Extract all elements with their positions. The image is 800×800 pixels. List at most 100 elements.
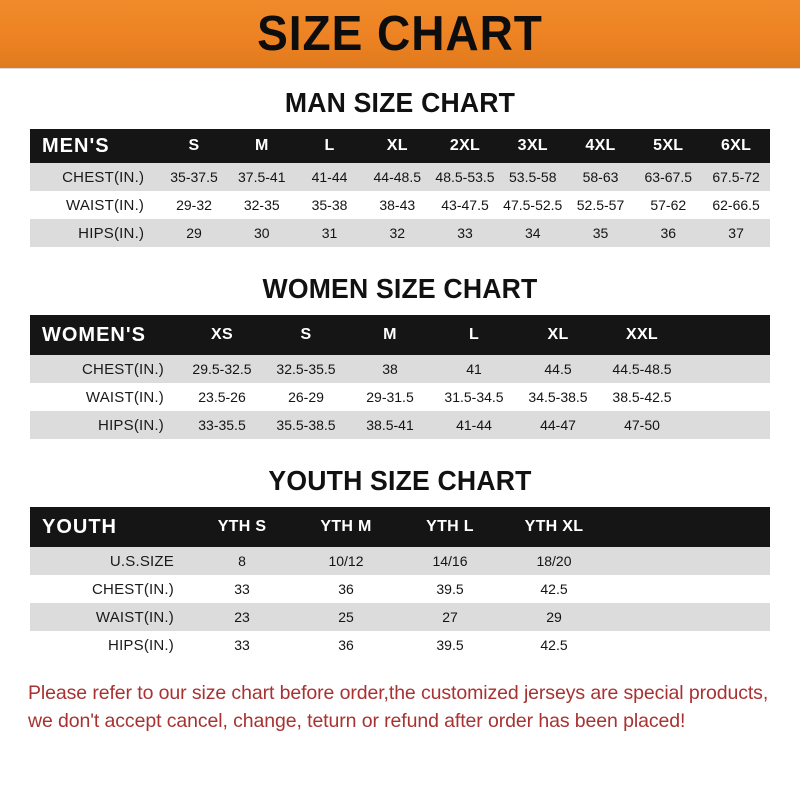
cell-value: 32-35 <box>243 197 280 213</box>
cell-value: 44.5 <box>544 361 572 377</box>
cell-value: 27 <box>442 609 458 625</box>
youth-section-title: YOUTH SIZE CHART <box>268 465 532 496</box>
cell-value: 35-37.5 <box>170 169 218 185</box>
cell-value: 41-44 <box>311 169 348 185</box>
cell-spacer <box>606 603 770 631</box>
youth-header-size: YTH S <box>217 518 267 535</box>
man-size-table-wrapper: MEN'S S M L XL 2XL 3XL 4XL 5XL 6XL CHEST… <box>30 129 770 247</box>
cell-value: 38 <box>382 361 398 377</box>
women-header-size: M <box>383 326 397 343</box>
cell-value: 33 <box>457 225 473 241</box>
table-row: WAIST(IN.) 29-32 32-35 35-38 38-43 43-47… <box>30 191 770 219</box>
cell-value: 32 <box>389 225 406 241</box>
cell-spacer <box>606 575 770 603</box>
women-section-title: WOMEN SIZE CHART <box>262 273 538 304</box>
women-size-table: WOMEN'S XS S M L XL XXL CHEST(IN.) 29.5-… <box>30 315 770 439</box>
row-label: WAIST(IN.) <box>66 196 145 214</box>
table-row: CHEST(IN.) 33 36 39.5 42.5 <box>30 575 770 603</box>
cell-value: 31.5-34.5 <box>444 389 504 405</box>
cell-value: 18/20 <box>536 553 572 569</box>
cell-spacer <box>684 411 770 439</box>
cell-value: 37 <box>728 225 744 241</box>
cell-spacer <box>684 355 770 383</box>
page-banner: SIZE CHART <box>0 0 800 69</box>
cell-value: 34 <box>524 225 541 241</box>
cell-value: 48.5-53.5 <box>435 169 495 185</box>
cell-value: 39.5 <box>436 581 464 597</box>
cell-value: 47.5-52.5 <box>503 197 563 213</box>
cell-value: 63-67.5 <box>644 169 692 185</box>
table-header-row: YOUTH YTH S YTH M YTH L YTH XL <box>30 507 770 547</box>
cell-value: 36 <box>660 225 677 241</box>
cell-value: 29-32 <box>176 197 212 213</box>
women-header-size: XL <box>547 326 569 343</box>
man-header-label: MEN'S <box>42 134 110 157</box>
table-header-row: MEN'S S M L XL 2XL 3XL 4XL 5XL 6XL <box>30 129 770 163</box>
cell-value: 23 <box>234 609 250 625</box>
youth-header-size: YTH M <box>320 518 372 535</box>
cell-value: 53.5-58 <box>509 169 557 185</box>
footer-line-2: we don't accept cancel, change, teturn o… <box>28 710 686 733</box>
row-label: HIPS(IN.) <box>108 636 174 654</box>
table-row: CHEST(IN.) 35-37.5 37.5-41 41-44 44-48.5… <box>30 163 770 191</box>
row-label: WAIST(IN.) <box>85 388 164 406</box>
cell-value: 33-35.5 <box>198 417 246 433</box>
row-label: CHEST(IN.) <box>82 360 164 378</box>
page-title: SIZE CHART <box>257 7 543 61</box>
man-header-size: 3XL <box>517 137 548 154</box>
row-label: HIPS(IN.) <box>98 416 164 434</box>
cell-value: 10/12 <box>328 553 364 569</box>
cell-value: 67.5-72 <box>712 169 760 185</box>
cell-value: 44-47 <box>540 417 576 433</box>
table-row: WAIST(IN.) 23 25 27 29 <box>30 603 770 631</box>
cell-value: 35.5-38.5 <box>276 417 336 433</box>
cell-value: 37.5-41 <box>238 169 286 185</box>
footer-line-1: Please refer to our size chart before or… <box>28 682 769 704</box>
table-row: WAIST(IN.) 23.5-26 26-29 29-31.5 31.5-34… <box>30 383 770 411</box>
man-header-size: 6XL <box>720 137 752 154</box>
youth-size-table: YOUTH YTH S YTH M YTH L YTH XL U.S.SIZE … <box>30 507 770 659</box>
women-header-size: S <box>300 326 312 343</box>
row-label: U.S.SIZE <box>109 552 174 570</box>
table-row: HIPS(IN.) 33-35.5 35.5-38.5 38.5-41 41-4… <box>30 411 770 439</box>
cell-value: 29.5-32.5 <box>192 361 252 377</box>
cell-value: 23.5-26 <box>198 389 246 405</box>
women-header-size: XXL <box>625 326 659 343</box>
table-header-row: WOMEN'S XS S M L XL XXL <box>30 315 770 355</box>
cell-value: 38.5-42.5 <box>612 389 672 405</box>
row-label: HIPS(IN.) <box>78 224 145 242</box>
man-header-size: 2XL <box>449 137 481 154</box>
cell-value: 35-38 <box>311 197 348 213</box>
cell-value: 32.5-35.5 <box>276 361 336 377</box>
cell-value: 62-66.5 <box>712 197 760 213</box>
row-label: WAIST(IN.) <box>95 608 174 626</box>
youth-header-size: YTH L <box>426 518 474 535</box>
cell-value: 58-63 <box>582 169 619 185</box>
youth-header-label: YOUTH <box>42 515 117 538</box>
cell-value: 29-31.5 <box>366 389 414 405</box>
cell-spacer <box>606 547 770 575</box>
row-label: CHEST(IN.) <box>92 580 174 598</box>
footer-disclaimer: Please refer to our size chart before or… <box>28 679 776 736</box>
cell-value: 44-48.5 <box>373 169 421 185</box>
cell-value: 29 <box>186 225 202 241</box>
man-header-size: 4XL <box>585 137 616 154</box>
cell-value: 47-50 <box>624 417 660 433</box>
cell-value: 44.5-48.5 <box>612 361 672 377</box>
man-header-size: 5XL <box>653 137 684 154</box>
cell-value: 33 <box>234 581 250 597</box>
youth-size-table-wrapper: YOUTH YTH S YTH M YTH L YTH XL U.S.SIZE … <box>30 507 770 659</box>
cell-value: 8 <box>238 553 246 569</box>
women-header-spacer <box>684 315 770 355</box>
cell-spacer <box>684 383 770 411</box>
cell-value: 42.5 <box>540 637 568 653</box>
women-header-size: XS <box>211 326 233 343</box>
youth-header-spacer <box>606 507 770 547</box>
cell-value: 36 <box>338 637 354 653</box>
cell-spacer <box>606 631 770 659</box>
man-header-size: XL <box>386 137 408 154</box>
cell-value: 35 <box>592 225 609 241</box>
cell-value: 29 <box>546 609 562 625</box>
cell-value: 38-43 <box>379 197 416 213</box>
